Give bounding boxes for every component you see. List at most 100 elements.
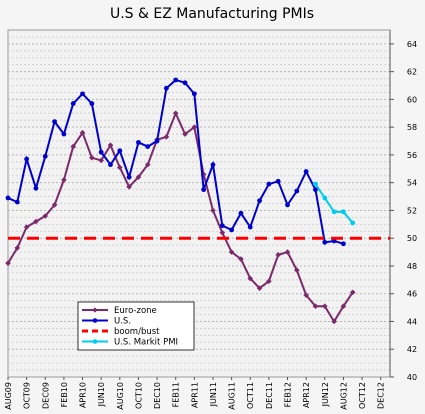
- y-tick-label: 54: [407, 179, 417, 188]
- data-point: [238, 256, 244, 262]
- data-point: [201, 187, 207, 193]
- x-axis: AUG09 OCT09 DEC09 FEB10 APR10 JUN10 AUG10 OCT10…: [4, 377, 386, 410]
- data-point: [219, 223, 225, 229]
- legend-item: boom/bust: [82, 327, 160, 337]
- x-tick-label: AUG09: [4, 382, 13, 410]
- legend-marker: [92, 339, 98, 344]
- data-point: [321, 303, 328, 310]
- data-point: [341, 241, 346, 247]
- x-tick-label: DEC09: [41, 382, 50, 409]
- data-point: [182, 131, 188, 137]
- chart-title: U.S & EZ Manufacturing PMIs: [110, 6, 314, 22]
- data-point: [266, 181, 272, 187]
- y-tick-label: 46: [407, 290, 417, 299]
- data-point: [191, 124, 198, 130]
- data-point: [303, 169, 309, 174]
- data-point: [154, 138, 160, 144]
- data-point: [257, 198, 262, 204]
- x-tick-label: JUN12: [321, 382, 330, 407]
- data-point: [24, 156, 30, 162]
- data-point: [247, 224, 253, 230]
- data-point: [52, 119, 57, 125]
- data-point: [80, 91, 85, 97]
- y-tick-label: 48: [407, 262, 417, 271]
- data-point: [284, 249, 291, 255]
- y-axis: 40 42 44 46 48 50 52 54 56 58 60 62 64: [389, 30, 417, 382]
- data-point: [163, 134, 170, 140]
- data-point: [33, 185, 39, 191]
- x-tick-label: JUN10: [97, 382, 106, 407]
- data-point: [182, 80, 188, 86]
- y-tick-label: 42: [407, 345, 417, 354]
- data-point: [126, 184, 132, 190]
- data-point: [313, 181, 318, 187]
- data-point: [331, 209, 337, 215]
- data-point: [70, 101, 76, 106]
- y-tick-label: 44: [407, 317, 417, 326]
- legend-item: Euro-zone: [82, 306, 157, 316]
- x-tick-label: OCT10: [134, 382, 143, 409]
- data-point: [51, 202, 58, 208]
- data-point: [145, 144, 151, 149]
- data-point: [294, 188, 300, 194]
- data-point: [322, 195, 328, 201]
- data-point: [173, 77, 179, 83]
- x-tick-label: DEC10: [153, 382, 162, 409]
- x-tick-label: FEB11: [172, 382, 181, 407]
- legend-label: U.S. Markit PMI: [114, 338, 178, 348]
- data-point: [117, 164, 123, 171]
- data-point: [135, 174, 142, 180]
- y-tick-label: 62: [407, 68, 417, 77]
- data-point: [340, 303, 347, 310]
- data-point: [313, 187, 318, 193]
- data-point: [256, 285, 263, 291]
- series-u-s-markit-pmi: [313, 181, 356, 226]
- legend-item: U.S. Markit PMI: [82, 338, 178, 348]
- legend-item: U.S.: [82, 317, 131, 327]
- data-point: [163, 85, 169, 91]
- legend-label: U.S.: [114, 317, 131, 327]
- data-point: [126, 174, 132, 180]
- legend-label: Euro-zone: [114, 306, 157, 316]
- legend-marker: [92, 307, 98, 313]
- data-point: [312, 303, 319, 310]
- data-point: [98, 149, 104, 155]
- data-point: [107, 142, 114, 149]
- x-tick-label: DEC11: [265, 382, 274, 409]
- x-tick-label: FEB10: [60, 382, 69, 407]
- y-tick-label: 56: [407, 151, 417, 160]
- data-point: [210, 207, 216, 214]
- y-tick-label: 52: [407, 206, 417, 215]
- series-u-s-: [5, 77, 346, 247]
- data-point: [14, 199, 20, 205]
- x-tick-label: FEB12: [284, 382, 293, 407]
- x-tick-label: APR10: [79, 382, 88, 408]
- data-point: [191, 91, 197, 97]
- data-point: [322, 239, 328, 245]
- data-point: [219, 229, 226, 236]
- legend-marker: [92, 318, 98, 323]
- data-point: [350, 220, 356, 226]
- data-point: [61, 131, 67, 137]
- data-point: [98, 157, 104, 164]
- data-point: [229, 227, 235, 233]
- series-euro-zone: [5, 110, 356, 325]
- data-point: [89, 154, 95, 161]
- data-point: [117, 148, 123, 154]
- x-tick-label: AUG12: [339, 382, 348, 410]
- x-tick-label: AUG10: [116, 382, 125, 410]
- plot-area: [7, 29, 391, 378]
- data-point: [79, 129, 86, 136]
- x-tick-label: APR11: [190, 382, 199, 408]
- data-point: [33, 218, 39, 225]
- data-point: [210, 162, 216, 168]
- legend-label: boom/bust: [114, 327, 160, 337]
- data-point: [349, 289, 356, 296]
- data-point: [5, 195, 11, 201]
- data-point: [331, 318, 337, 325]
- x-tick-label: OCT12: [358, 382, 367, 409]
- data-point: [61, 177, 67, 183]
- series-layer: [5, 77, 390, 325]
